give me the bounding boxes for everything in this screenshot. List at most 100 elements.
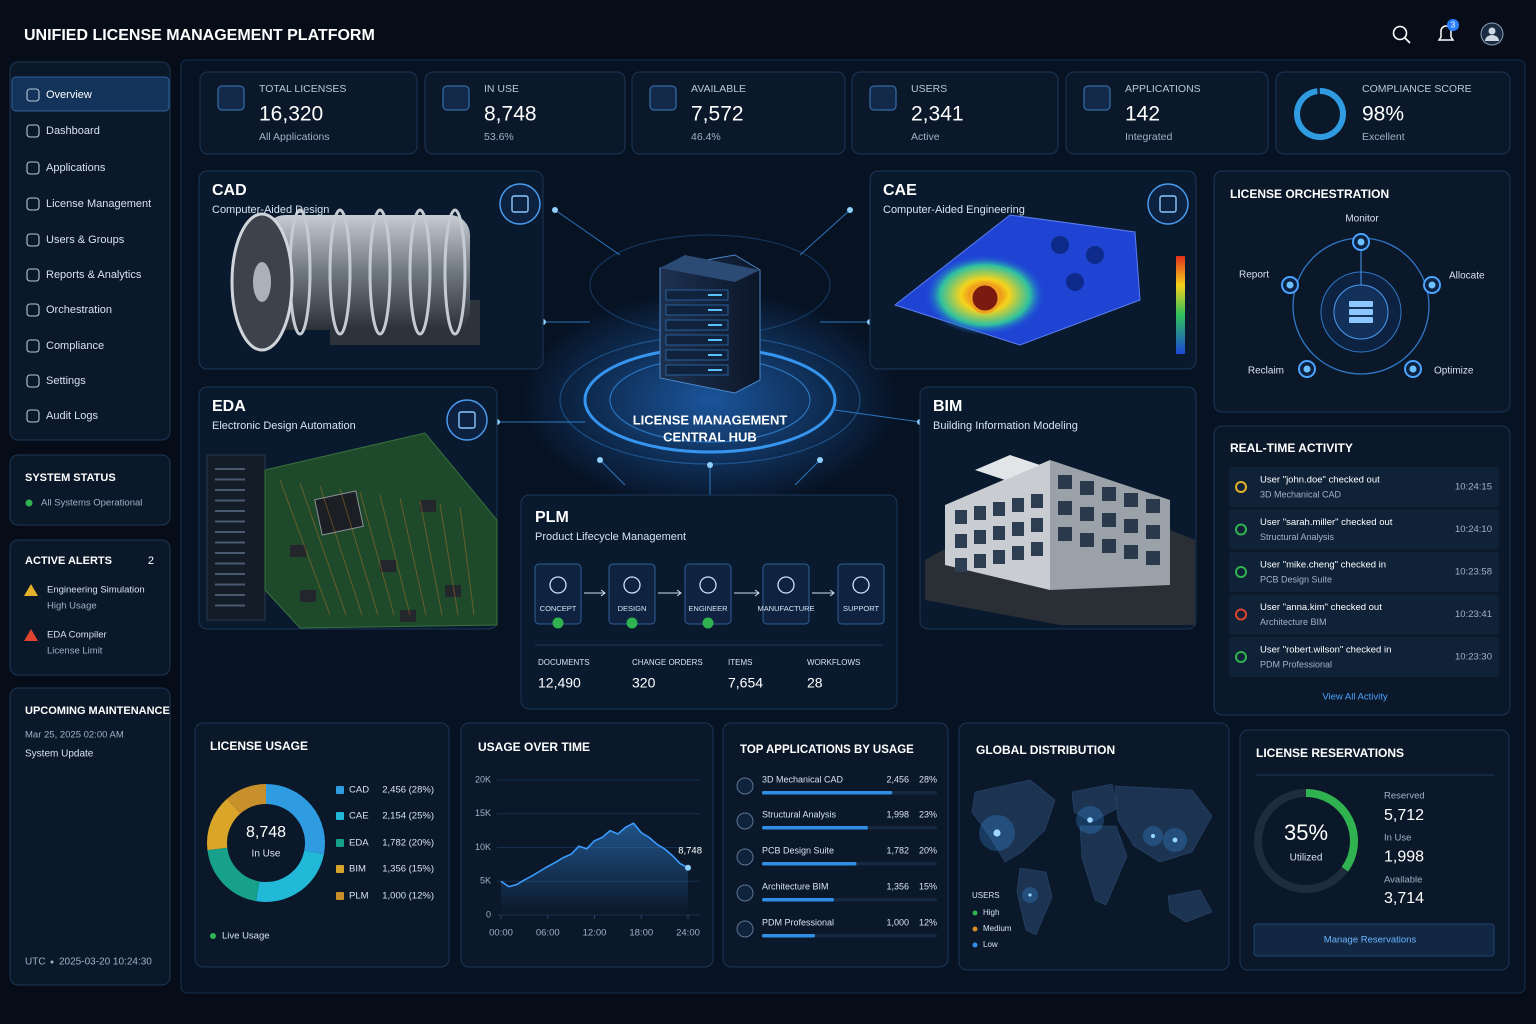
nav-item[interactable]: Dashboard xyxy=(46,125,100,137)
kpi-label: TOTAL LICENSES xyxy=(259,83,346,95)
bim-window xyxy=(1102,513,1116,527)
bim-window xyxy=(1102,539,1116,553)
system-status-panel xyxy=(9,454,171,526)
nav-item[interactable]: Audit Logs xyxy=(46,410,98,422)
legend-swatch xyxy=(336,892,344,900)
module-name: PLM xyxy=(535,509,569,526)
user-hotspot xyxy=(1028,893,1032,897)
donut-segment xyxy=(227,784,267,814)
usage-area xyxy=(501,823,688,915)
bell-icon[interactable] xyxy=(1437,25,1455,41)
legend-swatch xyxy=(336,839,344,847)
activity-time: 10:23:58 xyxy=(1455,567,1492,578)
panel-title: REAL-TIME ACTIVITY xyxy=(1230,441,1353,455)
module-subtitle: Building Information Modeling xyxy=(933,420,1078,432)
nav-icon xyxy=(26,88,40,102)
plm-stat-value: 28 xyxy=(807,675,823,691)
eda-trace xyxy=(319,485,363,616)
nav-item[interactable]: Overview xyxy=(46,89,92,101)
module-subtitle: Computer-Aided Design xyxy=(212,204,329,216)
eda-component xyxy=(290,545,306,557)
nav-item[interactable]: Reports & Analytics xyxy=(46,269,142,281)
legend-label: CAD xyxy=(349,785,369,796)
eda-line xyxy=(215,468,245,470)
eda-line xyxy=(215,562,245,565)
nav-item[interactable]: Settings xyxy=(46,375,86,387)
module-icon-glyph xyxy=(511,195,529,213)
user-hotspot xyxy=(1172,837,1178,843)
nav-item[interactable]: Applications xyxy=(46,162,106,174)
nav-icon xyxy=(26,161,40,175)
legend-value: 1,000 (12%) xyxy=(382,891,434,902)
panel-title: LICENSE USAGE xyxy=(210,739,308,753)
app-value: 1,998 xyxy=(886,809,909,819)
eda-trace xyxy=(419,500,443,616)
nav-item[interactable]: Users & Groups xyxy=(46,234,125,246)
nav-item[interactable]: License Management xyxy=(46,198,151,210)
hub-title: CENTRAL HUB xyxy=(663,429,757,444)
kpi-sub: All Applications xyxy=(259,131,330,143)
activity-app: PDM Professional xyxy=(1260,659,1332,669)
continent xyxy=(1016,867,1053,936)
app-icon xyxy=(736,920,754,938)
activity-row xyxy=(1229,637,1499,677)
plm-stat-value: 12,490 xyxy=(538,675,581,691)
bim-window xyxy=(1058,527,1072,541)
engine-body xyxy=(265,215,470,330)
alert-detail: License Limit xyxy=(47,646,103,657)
search-icon[interactable] xyxy=(1392,25,1408,41)
activity-time: 10:24:10 xyxy=(1455,524,1492,535)
x-tick-label: 06:00 xyxy=(536,928,560,939)
app-icon xyxy=(736,884,754,902)
x-tick-label: 12:00 xyxy=(583,928,607,939)
eda-line xyxy=(215,583,245,586)
y-tick-label: 5K xyxy=(480,876,491,886)
continent xyxy=(1167,889,1213,923)
cae-hole xyxy=(1086,246,1104,264)
module-icon xyxy=(499,183,541,225)
reservations-button-label[interactable]: Manage Reservations xyxy=(1324,935,1417,946)
engine-ring xyxy=(328,208,352,336)
bim-window xyxy=(1102,487,1116,501)
reservations-button[interactable] xyxy=(1253,923,1495,957)
plm-step xyxy=(608,563,656,625)
nav-icon xyxy=(26,233,40,247)
x-tick-label: 00:00 xyxy=(489,928,513,939)
activity-link[interactable]: View All Activity xyxy=(1322,692,1388,703)
kpi-card xyxy=(631,71,846,155)
activity-row xyxy=(1229,594,1499,635)
kpi-sub: Active xyxy=(911,131,940,143)
plm-step-label: CONCEPT xyxy=(540,604,577,613)
app-value: 1,356 xyxy=(886,881,909,891)
nav-item[interactable]: Orchestration xyxy=(46,304,112,316)
module-name: BIM xyxy=(933,398,962,415)
eda-component xyxy=(445,585,461,597)
connector xyxy=(554,209,621,256)
donut-segment xyxy=(207,847,260,902)
server-light xyxy=(708,294,722,296)
nav-item[interactable]: Compliance xyxy=(46,340,104,352)
notification-badge xyxy=(1447,19,1459,31)
eda-line xyxy=(215,499,245,502)
usage-current-dot xyxy=(685,864,691,871)
kpi-card xyxy=(1065,71,1269,155)
app-icon xyxy=(736,848,754,866)
connector-node xyxy=(552,207,558,213)
x-tick-label: 24:00 xyxy=(676,928,700,939)
app-value: 1,782 xyxy=(886,845,909,855)
activity-time: 10:23:41 xyxy=(1455,609,1492,620)
kpi-icon xyxy=(649,85,677,111)
donut-segment xyxy=(256,849,324,902)
bim-window xyxy=(1012,522,1024,536)
eda-line xyxy=(215,573,245,575)
nav-icon xyxy=(26,339,40,353)
kpi-sub: Excellent xyxy=(1362,131,1405,143)
legend-label: High xyxy=(983,908,999,917)
bim-window xyxy=(955,558,967,572)
continent xyxy=(1114,785,1213,863)
plm-stat-label: DOCUMENTS xyxy=(538,658,590,667)
search-handle xyxy=(1404,37,1411,44)
orchestration-step: Report xyxy=(1239,270,1269,281)
